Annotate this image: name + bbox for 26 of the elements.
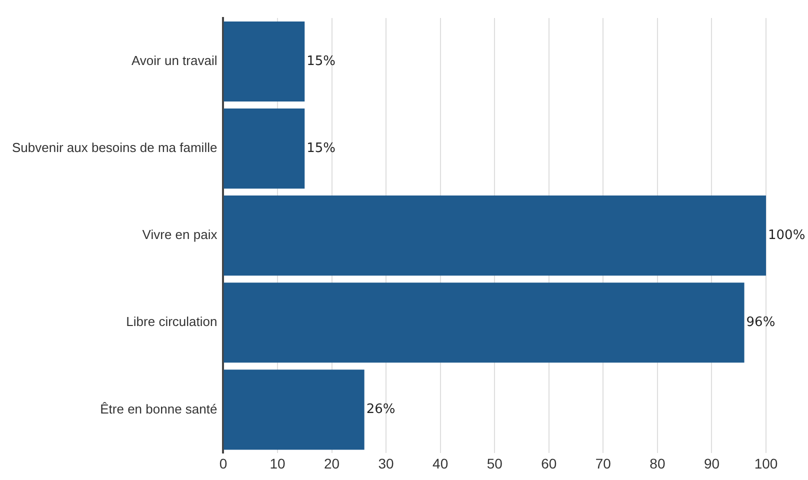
x-tick-label: 90 — [704, 455, 720, 472]
x-tick-label: 10 — [270, 455, 286, 472]
bar — [224, 21, 305, 102]
x-tick-label: 100 — [754, 455, 778, 472]
y-tick-label: Être en bonne santé — [100, 401, 218, 416]
x-tick-label: 80 — [650, 455, 666, 472]
y-tick-label: Avoir un travail — [131, 53, 218, 68]
y-tick-label: Libre circulation — [126, 314, 218, 330]
x-tick-label: 0 — [219, 455, 228, 472]
data-label: 15% — [306, 54, 336, 69]
data-label: 100% — [768, 228, 806, 243]
x-tick-label: 60 — [541, 455, 557, 472]
bar — [224, 370, 364, 450]
bar — [224, 196, 766, 276]
x-tick-label: 40 — [432, 455, 448, 472]
data-label: 96% — [746, 315, 776, 330]
x-tick-label: 30 — [378, 455, 394, 472]
x-tick-label: 20 — [324, 455, 340, 472]
y-tick-label: Vivre en paix — [142, 227, 218, 242]
x-tick-label: 50 — [486, 455, 503, 472]
y-tick-label: Subvenir aux besoins de ma famille — [12, 140, 218, 156]
x-tick-label: 70 — [595, 455, 612, 472]
bar — [224, 108, 305, 189]
data-label: 26% — [366, 402, 396, 418]
bar — [224, 282, 744, 363]
data-label: 15% — [306, 140, 336, 156]
